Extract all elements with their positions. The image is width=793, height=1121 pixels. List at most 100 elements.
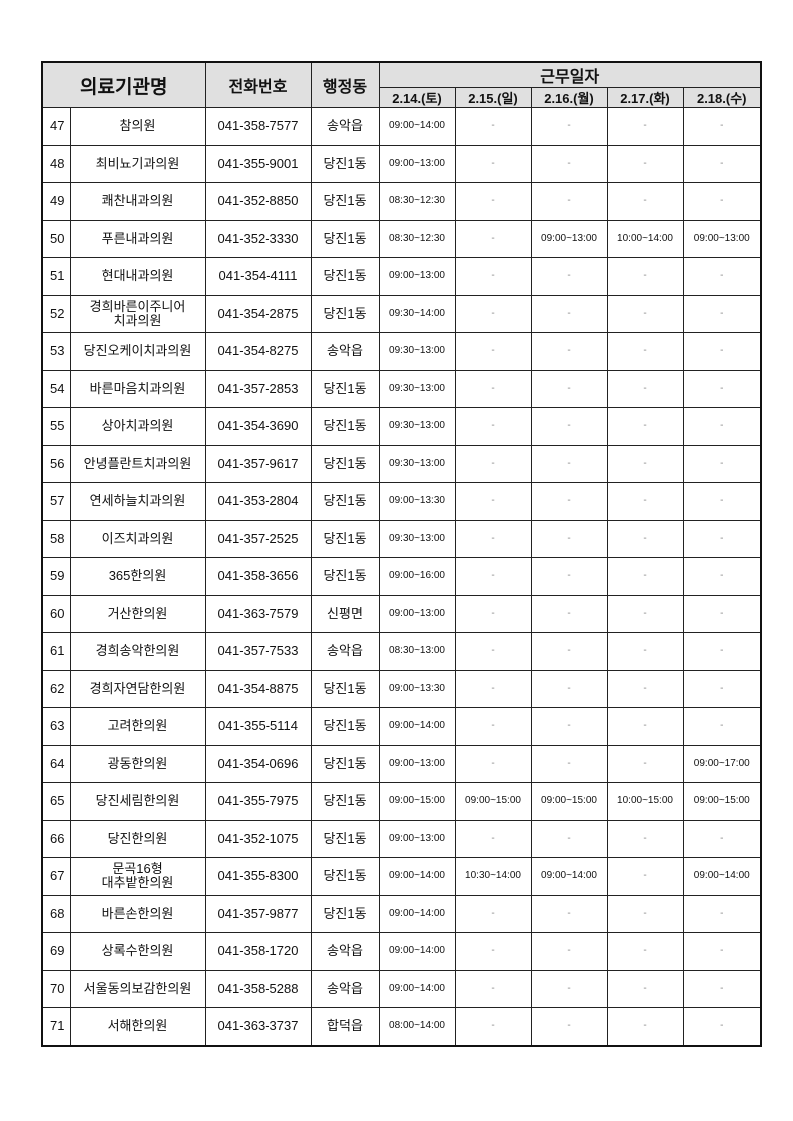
work-hours: -: [530, 332, 608, 371]
work-hours: -: [454, 369, 532, 408]
header-workdays: 근무일자: [378, 61, 762, 88]
work-hours: 09:30~13:00: [378, 407, 456, 446]
row-number: 67: [41, 857, 71, 896]
work-hours: 10:00~15:00: [606, 782, 684, 821]
work-hours: 09:00~13:00: [530, 219, 608, 258]
work-hours: -: [530, 594, 608, 633]
work-hours: 10:00~14:00: [606, 219, 684, 258]
table-row: 47 참의원 041-358-7577 송악읍 09:00~14:00- - - -: [41, 107, 762, 146]
clinic-name: 광동한의원: [69, 744, 206, 783]
phone-number: 041-363-3737: [204, 1007, 312, 1046]
work-hours: 09:00~16:00: [378, 557, 456, 596]
row-number: 47: [41, 107, 71, 146]
clinic-name: 이즈치과의원: [69, 519, 206, 558]
work-hours: -: [606, 444, 684, 483]
phone-number: 041-357-9877: [204, 894, 312, 933]
district: 송악읍: [310, 632, 380, 671]
district: 당진1동: [310, 294, 380, 333]
clinic-name: 365한의원: [69, 557, 206, 596]
phone-number: 041-354-8875: [204, 669, 312, 708]
clinic-name: 경희자연담한의원: [69, 669, 206, 708]
row-number: 48: [41, 144, 71, 183]
district: 당진1동: [310, 257, 380, 296]
work-hours: -: [454, 219, 532, 258]
phone-number: 041-355-8300: [204, 857, 312, 896]
work-hours: -: [682, 632, 762, 671]
work-hours: 09:00~14:00: [378, 707, 456, 746]
work-hours: 09:30~13:00: [378, 444, 456, 483]
phone-number: 041-352-1075: [204, 819, 312, 858]
row-number: 60: [41, 594, 71, 633]
work-hours: -: [606, 519, 684, 558]
table-row: 69 상록수한의원 041-358-1720 송악읍 09:00~14:00- - - -: [41, 932, 762, 971]
work-hours: -: [682, 107, 762, 146]
work-hours: -: [606, 819, 684, 858]
row-number: 56: [41, 444, 71, 483]
row-number: 69: [41, 932, 71, 971]
header-date: 2.14.(토): [378, 87, 456, 108]
phone-number: 041-357-9617: [204, 444, 312, 483]
work-hours: -: [606, 369, 684, 408]
work-hours: -: [606, 707, 684, 746]
phone-number: 041-357-7533: [204, 632, 312, 671]
district: 당진1동: [310, 369, 380, 408]
work-hours: -: [606, 594, 684, 633]
header-district: 행정동: [310, 61, 380, 108]
clinic-name: 고려한의원: [69, 707, 206, 746]
phone-number: 041-354-0696: [204, 744, 312, 783]
work-hours: -: [606, 669, 684, 708]
work-hours: -: [530, 294, 608, 333]
work-hours: -: [682, 332, 762, 371]
table-row: 57 연세하늘치과의원 041-353-2804 당진1동 09:00~13:30- - -…: [41, 482, 762, 521]
row-number: 70: [41, 969, 71, 1008]
work-hours: -: [606, 407, 684, 446]
district: 당진1동: [310, 894, 380, 933]
work-hours: -: [530, 182, 608, 221]
work-hours: -: [606, 144, 684, 183]
clinic-name: 서울동의보감한의원: [69, 969, 206, 1008]
table-row: 56 안녕플란트치과의원 041-357-9617 당진1동 09:30~13:00- -…: [41, 444, 762, 483]
district: 송악읍: [310, 107, 380, 146]
phone-number: 041-352-8850: [204, 182, 312, 221]
work-hours: -: [606, 969, 684, 1008]
clinic-name: 푸른내과의원: [69, 219, 206, 258]
phone-number: 041-354-2875: [204, 294, 312, 333]
work-hours: -: [454, 182, 532, 221]
work-hours: -: [530, 932, 608, 971]
district: 당진1동: [310, 519, 380, 558]
work-hours: -: [454, 669, 532, 708]
row-number: 61: [41, 632, 71, 671]
work-hours: 08:30~12:30: [378, 219, 456, 258]
work-hours: -: [682, 407, 762, 446]
clinic-name: 당진오케이치과의원: [69, 332, 206, 371]
header-clinic-name: 의료기관명: [41, 61, 206, 108]
district: 당진1동: [310, 744, 380, 783]
district: 신평면: [310, 594, 380, 633]
district: 당진1동: [310, 557, 380, 596]
work-hours: -: [606, 857, 684, 896]
work-hours: 08:30~12:30: [378, 182, 456, 221]
work-hours: 09:00~14:00: [378, 857, 456, 896]
work-hours: -: [682, 819, 762, 858]
work-hours: -: [454, 744, 532, 783]
work-hours: -: [606, 744, 684, 783]
row-number: 58: [41, 519, 71, 558]
work-hours: 09:30~13:00: [378, 519, 456, 558]
work-hours: -: [530, 819, 608, 858]
phone-number: 041-357-2853: [204, 369, 312, 408]
row-number: 54: [41, 369, 71, 408]
clinic-name: 현대내과의원: [69, 257, 206, 296]
table-row: 67 문곡16형 대추밭한의원 041-355-8300 당진1동 09:00~14:0…: [41, 857, 762, 896]
work-hours: -: [530, 632, 608, 671]
work-hours: -: [454, 407, 532, 446]
work-hours: 09:00~13:00: [378, 257, 456, 296]
district: 당진1동: [310, 669, 380, 708]
work-hours: 09:00~15:00: [378, 782, 456, 821]
work-hours: -: [682, 294, 762, 333]
clinic-name: 당진세림한의원: [69, 782, 206, 821]
work-hours: -: [454, 594, 532, 633]
work-hours: -: [454, 257, 532, 296]
phone-number: 041-358-1720: [204, 932, 312, 971]
work-hours: 09:00~14:00: [378, 932, 456, 971]
row-number: 68: [41, 894, 71, 933]
